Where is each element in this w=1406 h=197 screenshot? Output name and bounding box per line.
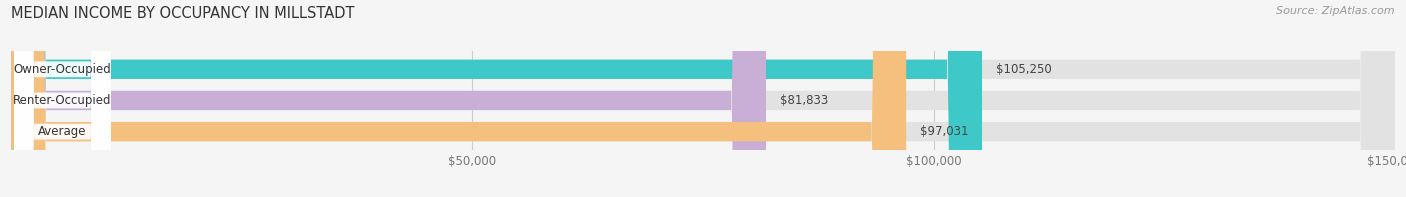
FancyBboxPatch shape <box>11 0 981 197</box>
Text: Owner-Occupied: Owner-Occupied <box>14 63 111 76</box>
FancyBboxPatch shape <box>14 0 111 197</box>
Text: $97,031: $97,031 <box>920 125 969 138</box>
Text: MEDIAN INCOME BY OCCUPANCY IN MILLSTADT: MEDIAN INCOME BY OCCUPANCY IN MILLSTADT <box>11 6 354 21</box>
Text: Renter-Occupied: Renter-Occupied <box>13 94 111 107</box>
Text: Average: Average <box>38 125 87 138</box>
FancyBboxPatch shape <box>11 0 1395 197</box>
FancyBboxPatch shape <box>14 0 111 197</box>
FancyBboxPatch shape <box>11 0 1395 197</box>
FancyBboxPatch shape <box>14 0 111 197</box>
FancyBboxPatch shape <box>11 0 907 197</box>
Text: $105,250: $105,250 <box>995 63 1052 76</box>
Text: $81,833: $81,833 <box>780 94 828 107</box>
Text: Source: ZipAtlas.com: Source: ZipAtlas.com <box>1277 6 1395 16</box>
FancyBboxPatch shape <box>11 0 1395 197</box>
FancyBboxPatch shape <box>11 0 766 197</box>
